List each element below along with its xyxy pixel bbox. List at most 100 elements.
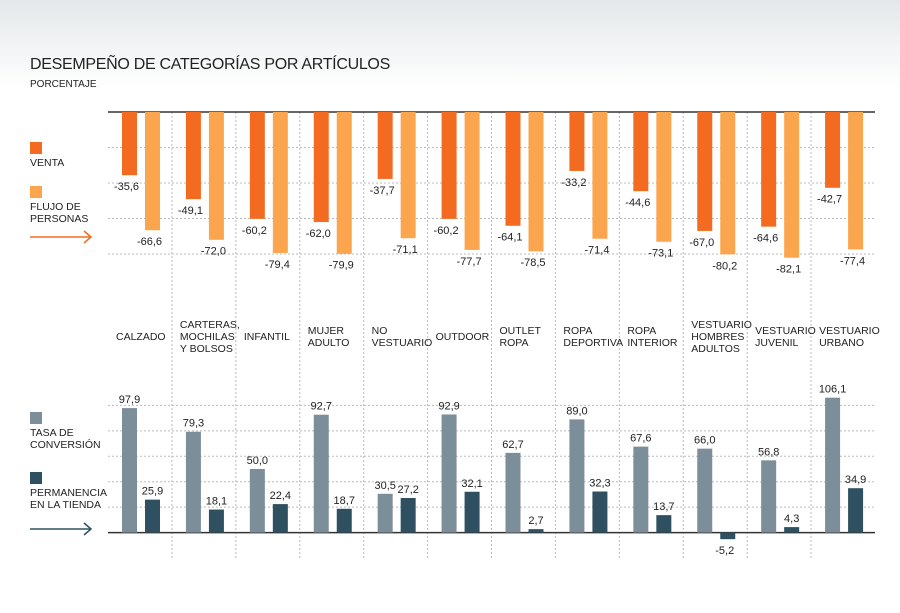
category-label: ROPA DEPORTIVA — [563, 325, 624, 349]
value-label: -49,1 — [178, 205, 203, 217]
value-label: 89,0 — [566, 405, 587, 417]
legend-swatch — [30, 412, 42, 424]
value-label: 22,4 — [270, 490, 291, 502]
value-label: 4,3 — [784, 513, 799, 525]
legend-label: VENTA — [30, 157, 65, 169]
category-label: CARTERAS, MOCHILAS Y BOLSOS — [179, 319, 240, 355]
value-label: -72,0 — [201, 246, 226, 258]
value-label: -80,2 — [712, 260, 737, 272]
bar — [313, 112, 329, 223]
value-label: 25,9 — [142, 486, 163, 498]
bar — [249, 112, 265, 219]
value-label: 32,1 — [461, 478, 482, 490]
bar — [848, 112, 864, 250]
value-label: -37,7 — [370, 185, 395, 197]
bar — [528, 112, 544, 252]
bar — [784, 527, 800, 533]
arrow — [30, 230, 93, 244]
value-label: 66,0 — [694, 435, 715, 447]
value-label: 27,2 — [397, 484, 418, 496]
bar — [272, 504, 288, 533]
bar — [464, 112, 480, 250]
bar — [697, 112, 713, 231]
bar — [122, 112, 137, 176]
bar — [848, 488, 864, 533]
legend-label: PERMANENCIA EN LA TIENDA — [30, 487, 107, 511]
bar — [377, 493, 393, 533]
value-label: -62,0 — [306, 228, 331, 240]
bar — [592, 491, 608, 533]
bar — [272, 112, 288, 253]
bar — [145, 499, 160, 533]
value-label: -77,7 — [457, 256, 482, 268]
value-label: 32,3 — [589, 478, 610, 490]
legend-label: TASA DE CONVERSIÓN — [30, 427, 101, 451]
value-label: -66,6 — [137, 236, 162, 248]
value-label: -73,1 — [648, 248, 673, 260]
legend-swatch — [30, 186, 42, 198]
bar — [208, 112, 224, 240]
value-label: 92,9 — [438, 400, 459, 412]
value-label: -33,2 — [561, 177, 586, 189]
arrow — [30, 522, 93, 536]
bar — [122, 408, 137, 533]
bar — [528, 529, 544, 533]
bar — [336, 508, 352, 533]
legend-swatch — [30, 142, 42, 154]
bar — [377, 112, 393, 179]
bar — [336, 112, 352, 254]
bar — [784, 112, 800, 258]
bar — [464, 491, 480, 533]
bar — [208, 509, 224, 533]
value-label: 106,1 — [819, 384, 847, 396]
value-label: -78,5 — [520, 257, 545, 269]
value-label: -44,6 — [625, 197, 650, 209]
value-label: 79,3 — [183, 418, 204, 430]
bar — [185, 112, 201, 200]
chart-title: DESEMPEÑO DE CATEGORÍAS POR ARTÍCULOS — [30, 56, 390, 73]
bar — [761, 112, 777, 227]
bar — [400, 112, 416, 239]
value-label: -79,9 — [329, 260, 354, 272]
value-label: 30,5 — [374, 480, 395, 492]
chart-subtitle: PORCENTAJE — [30, 79, 97, 90]
value-label: -35,6 — [114, 181, 139, 193]
bar — [441, 414, 457, 533]
legend-label: FLUJO DE PERSONAS — [30, 201, 89, 225]
value-label: -42,7 — [817, 194, 842, 206]
bar — [145, 112, 160, 231]
value-label: 18,1 — [206, 496, 227, 508]
bar — [592, 112, 608, 239]
value-label: 62,7 — [502, 439, 523, 451]
value-label: 18,7 — [334, 495, 355, 507]
bar — [720, 532, 736, 540]
bar — [185, 431, 201, 533]
category-label: NO VESTUARIO — [371, 325, 433, 349]
value-label: -60,2 — [434, 225, 459, 237]
bar — [720, 112, 736, 255]
bar — [569, 419, 585, 533]
value-label: -82,1 — [776, 264, 801, 276]
value-label: -77,4 — [840, 255, 865, 267]
bar — [656, 112, 672, 242]
value-label: 2,7 — [528, 515, 543, 527]
bar — [633, 446, 649, 533]
category-label: VESTUARIO HOMBRES ADULTOS — [691, 319, 752, 355]
value-label: -5,2 — [715, 545, 734, 557]
value-label: 34,9 — [845, 474, 866, 486]
bar — [505, 112, 521, 226]
bar — [249, 469, 265, 533]
bar — [569, 112, 585, 171]
category-label: ROPA INTERIOR — [627, 325, 678, 349]
category-label: VESTUARIO URBANO — [819, 325, 880, 349]
category-label: OUTLET ROPA — [499, 325, 541, 349]
bar — [441, 112, 457, 219]
category-label: CALZADO — [116, 331, 166, 343]
value-label: 97,9 — [119, 394, 140, 406]
bar — [313, 414, 329, 533]
category-label: MUJER ADULTO — [307, 325, 350, 349]
value-label: -79,4 — [265, 259, 290, 271]
value-label: 92,7 — [311, 401, 332, 413]
